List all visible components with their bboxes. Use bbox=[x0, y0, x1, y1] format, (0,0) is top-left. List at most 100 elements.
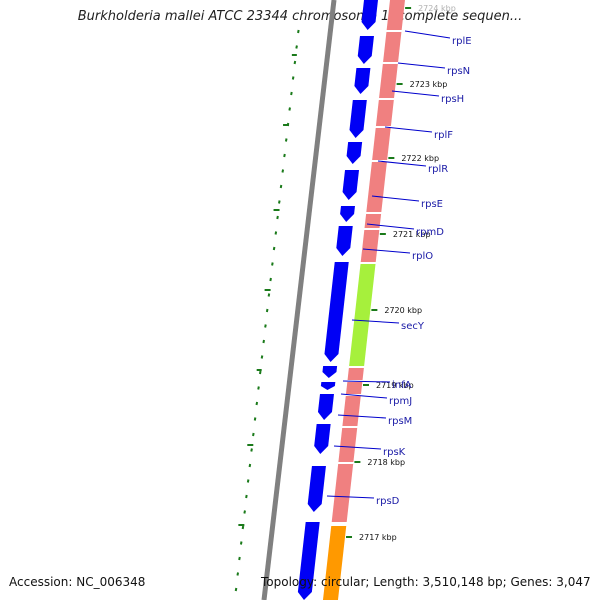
gc-skew-mark bbox=[278, 200, 281, 204]
gene-label-rpsK: rpsK bbox=[383, 447, 406, 458]
scale-tick-label: 2721 kbp bbox=[393, 230, 431, 239]
gene-label-rplF: rplF bbox=[434, 130, 453, 141]
genome-summary: Topology: circular; Length: 3,510,148 bp… bbox=[261, 575, 591, 589]
gc-skew-mark bbox=[293, 60, 297, 65]
gc-skew-mark bbox=[283, 153, 286, 158]
cds-arrow bbox=[346, 142, 363, 164]
gc-skew-mark bbox=[288, 107, 291, 111]
gc-skew-mark bbox=[269, 277, 272, 282]
gc-skew-mark bbox=[257, 386, 260, 390]
gc-skew-mark bbox=[241, 525, 245, 530]
gene-label-rpmD: rpmD bbox=[416, 227, 444, 238]
gene-track bbox=[322, 0, 405, 600]
gc-skew-mark bbox=[238, 556, 241, 561]
gc-skew-mark bbox=[236, 572, 240, 576]
gc-skew-mark bbox=[243, 510, 246, 514]
track-segment bbox=[347, 368, 364, 380]
gene-label-line bbox=[326, 495, 375, 499]
gc-skew-mark bbox=[248, 463, 252, 468]
gc-skew-mark bbox=[271, 262, 274, 266]
track-segment bbox=[386, 0, 405, 30]
gene-label-line bbox=[362, 248, 411, 254]
backbone-line bbox=[261, 0, 337, 600]
gene-label-rpsM: rpsM bbox=[388, 416, 412, 427]
track-segment bbox=[383, 32, 402, 62]
gene-label-line bbox=[351, 319, 400, 324]
gc-skew-mark bbox=[253, 417, 257, 421]
gc-skew-mark bbox=[252, 432, 255, 437]
scale-tick-label: 2719 kbp bbox=[376, 381, 414, 390]
scale-tick-label: 2718 kbp bbox=[367, 458, 405, 467]
gc-skew-mark bbox=[297, 29, 300, 34]
gene-label-line bbox=[377, 160, 427, 167]
gene-label-rplO: rplO bbox=[412, 251, 433, 262]
gene-label-rpsN: rpsN bbox=[447, 66, 470, 77]
gene-labels: rplE rpsN rpsH rplF rplR rpsE rpmD rplO secY infA… bbox=[326, 30, 472, 507]
track-segment bbox=[364, 214, 382, 228]
cds-arrow bbox=[354, 68, 371, 94]
gc-skew-mark bbox=[276, 215, 279, 220]
gc-skew-mark bbox=[291, 76, 295, 80]
cds-arrow bbox=[322, 366, 338, 378]
track-segment bbox=[366, 162, 387, 212]
gc-skew-track bbox=[234, 29, 300, 592]
gc-skew-mark bbox=[284, 138, 288, 142]
track-segment bbox=[349, 264, 376, 366]
gc-skew-mark bbox=[258, 370, 262, 375]
gene-label-rpmJ: rpmJ bbox=[389, 396, 412, 407]
track-segment bbox=[360, 230, 380, 262]
gc-skew-mark bbox=[265, 308, 269, 313]
gc-skew-mark bbox=[272, 246, 276, 251]
track-segment bbox=[338, 428, 358, 462]
scale-tick-label: 2720 kbp bbox=[384, 306, 422, 315]
gc-skew-mark bbox=[246, 479, 250, 483]
scale-ticks: 2724 kbp 2723 kbp 2722 kbp 2721 kbp 2720 kbp… bbox=[346, 4, 456, 542]
gene-label-rpsD: rpsD bbox=[376, 496, 400, 507]
cds-arrow bbox=[314, 424, 331, 454]
scale-tick-label: 2724 kbp bbox=[418, 4, 456, 13]
gene-label-line bbox=[366, 223, 415, 230]
cds-arrow bbox=[340, 206, 355, 222]
gene-label-line bbox=[404, 30, 451, 39]
gene-label-line bbox=[397, 62, 446, 69]
accession-text: Accession: NC_006348 bbox=[9, 575, 146, 589]
gc-skew-mark bbox=[239, 541, 243, 545]
gc-skew-mark bbox=[262, 339, 266, 344]
gene-label-line bbox=[371, 195, 420, 202]
cds-arrow bbox=[336, 226, 353, 256]
cds-arrow bbox=[324, 262, 349, 362]
gene-label-rplE: rplE bbox=[452, 36, 472, 47]
gc-skew-mark bbox=[250, 448, 253, 452]
gene-label-line bbox=[391, 90, 440, 97]
cds-arrow bbox=[357, 36, 374, 64]
gc-skew-mark bbox=[245, 494, 248, 499]
scale-tick-label: 2723 kbp bbox=[410, 80, 448, 89]
gene-label-rpsH: rpsH bbox=[441, 94, 464, 105]
cds-arrow bbox=[342, 170, 360, 200]
gc-skew-mark bbox=[279, 184, 283, 189]
gc-skew-mark bbox=[281, 169, 285, 173]
gene-label-line bbox=[342, 380, 391, 383]
track-segment bbox=[331, 464, 354, 522]
cds-arrow bbox=[317, 394, 334, 420]
cds-arrows bbox=[297, 0, 378, 600]
cds-arrow bbox=[320, 382, 336, 390]
track-segment bbox=[375, 100, 394, 126]
map-title: Burkholderia mallei ATCC 23344 chromosom… bbox=[77, 9, 523, 24]
gc-skew-mark bbox=[264, 324, 267, 328]
gc-skew-mark bbox=[255, 401, 259, 406]
gene-label-line bbox=[337, 414, 387, 419]
gc-skew-mark bbox=[260, 355, 264, 359]
scale-tick-label: 2722 kbp bbox=[401, 154, 439, 163]
gene-label-infA: infA bbox=[392, 380, 412, 391]
gene-label-rplR: rplR bbox=[428, 164, 448, 175]
gc-skew-mark bbox=[274, 231, 278, 235]
gene-label-line bbox=[333, 445, 382, 450]
gene-label-line bbox=[384, 126, 433, 133]
cds-arrow bbox=[307, 466, 326, 512]
track-segment bbox=[345, 382, 363, 394]
cds-arrow bbox=[361, 0, 378, 30]
gene-label-line bbox=[340, 393, 388, 399]
gene-label-secY: secY bbox=[401, 321, 425, 332]
